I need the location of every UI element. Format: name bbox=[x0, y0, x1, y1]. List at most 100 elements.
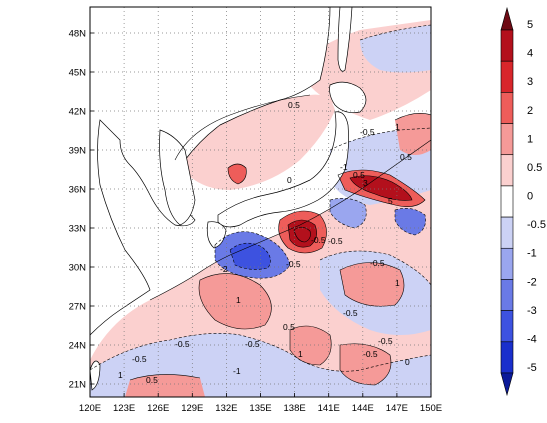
gridlines bbox=[90, 7, 431, 397]
contour-label: -0.5 bbox=[328, 236, 343, 246]
contour-label: 0.5 bbox=[400, 152, 412, 162]
asia-mainland bbox=[90, 7, 331, 336]
positive-field-south bbox=[199, 273, 272, 329]
lat-tick-label: 21N bbox=[69, 380, 87, 391]
colorbar-segment bbox=[500, 310, 514, 343]
colorbar-bottom-arrow bbox=[500, 372, 514, 397]
contour-label: -0.5 bbox=[363, 349, 378, 359]
contour-label: 0 bbox=[405, 357, 410, 367]
contour-label: -0.5 bbox=[370, 258, 385, 268]
positive-field-ne bbox=[395, 113, 431, 155]
contour-label: 1 bbox=[395, 278, 400, 288]
japan-hokkaido bbox=[329, 81, 367, 114]
korea-peninsula bbox=[159, 129, 196, 226]
contour-label: -0.5 bbox=[245, 339, 260, 349]
colorbar-segment bbox=[500, 341, 514, 374]
contour-label: 1 bbox=[236, 295, 241, 305]
lon-tick-label: 138E bbox=[284, 403, 306, 414]
contour-lines bbox=[90, 24, 431, 386]
negative-eddy-extension bbox=[330, 198, 367, 228]
colorbar-segment bbox=[500, 92, 514, 124]
colorbar: 5 4 3 2 1 0.5 0 -0.5 -1 -2 -3 -4 -5 bbox=[500, 6, 546, 397]
positive-eddy-japan-sea bbox=[228, 164, 247, 184]
contour-label: 1 bbox=[298, 349, 303, 359]
lat-tick-label: 30N bbox=[69, 263, 87, 274]
positive-field-south-2 bbox=[290, 326, 332, 365]
contour-label: 0.5 bbox=[146, 375, 158, 385]
contour-label: -0.5 bbox=[343, 308, 358, 318]
contour-label: -1 bbox=[340, 162, 348, 172]
positive-field-south-4 bbox=[125, 374, 205, 397]
plot-area bbox=[90, 7, 431, 397]
colorbar-label: -2 bbox=[527, 276, 537, 288]
lat-tick-label: 42N bbox=[69, 107, 87, 118]
contour-labels: 1 0.5 1 -0.5 -1 0.5 1 -0.5 -2 -0.5 -0.5 … bbox=[118, 100, 412, 385]
colorbar-segment bbox=[500, 29, 514, 62]
contour-label: 3 bbox=[363, 178, 368, 188]
lat-tick-label: 36N bbox=[69, 185, 87, 196]
lat-tick-label: 27N bbox=[69, 302, 87, 313]
colorbar-segment bbox=[500, 123, 514, 156]
contour-label: 5 bbox=[388, 196, 393, 206]
lat-tick-label: 33N bbox=[69, 224, 87, 235]
colorbar-segment bbox=[500, 154, 514, 187]
longitude-axis: 120E 123E 126E 129E 132E 135E 138E 141E 144E 147E… bbox=[79, 393, 442, 414]
contour-label: 0.5 bbox=[353, 170, 365, 180]
colorbar-label: 0.5 bbox=[527, 162, 542, 174]
positive-eddy-extension-core bbox=[350, 175, 412, 201]
lon-tick-label: 126E bbox=[147, 403, 169, 414]
japan-kyushu bbox=[206, 221, 227, 249]
colorbar-label: 1 bbox=[527, 133, 533, 145]
colorbar-segment bbox=[500, 185, 514, 218]
latitude-axis: 21N 24N 27N 30N 33N 36N 39N 42N 45N 48N bbox=[69, 29, 94, 391]
japan-honshu bbox=[217, 111, 349, 228]
colorbar-label: 2 bbox=[527, 105, 533, 117]
contour-label: -0.5 bbox=[175, 339, 190, 349]
colorbar-label: -5 bbox=[527, 362, 537, 374]
negative-eddy-core bbox=[230, 243, 271, 270]
lon-tick-label: 120E bbox=[79, 403, 101, 414]
negative-anomaly-north bbox=[360, 25, 431, 73]
colorbar-segment bbox=[500, 279, 514, 311]
lon-tick-label: 123E bbox=[113, 403, 135, 414]
lon-tick-label: 129E bbox=[181, 403, 203, 414]
contour-label: -0.5 bbox=[132, 354, 147, 364]
lon-tick-label: 132E bbox=[215, 403, 237, 414]
contour-label: 0.5 bbox=[288, 100, 300, 110]
contour-label: -0.5 bbox=[311, 235, 326, 245]
positive-field-east bbox=[340, 262, 404, 307]
lat-tick-label: 39N bbox=[69, 146, 87, 157]
lon-tick-label: 135E bbox=[249, 403, 271, 414]
lon-tick-label: 150E bbox=[420, 403, 442, 414]
colorbar-label: 3 bbox=[527, 76, 533, 88]
colorbar-label: -3 bbox=[527, 305, 537, 317]
lon-tick-label: 144E bbox=[352, 403, 374, 414]
lon-tick-label: 147E bbox=[386, 403, 408, 414]
colorbar-label: -0.5 bbox=[527, 219, 546, 231]
contour-label: -2 bbox=[220, 264, 228, 274]
colorbar-segment bbox=[500, 216, 514, 249]
contour-label: 1 bbox=[118, 370, 123, 380]
lat-tick-label: 24N bbox=[69, 341, 87, 352]
lat-tick-label: 48N bbox=[69, 29, 87, 40]
japan-sea-anomaly bbox=[175, 94, 335, 190]
contour-label: 1 bbox=[395, 122, 400, 132]
colorbar-label: 0 bbox=[527, 191, 533, 203]
contour-label: -0.5 bbox=[378, 336, 393, 346]
colorbar-label: -4 bbox=[527, 333, 537, 345]
colorbar-segment bbox=[500, 60, 514, 93]
colorbar-label: 5 bbox=[527, 19, 533, 31]
contour-label: -1 bbox=[233, 366, 241, 376]
positive-field-south-3 bbox=[340, 343, 391, 385]
contour-label: 0 bbox=[287, 175, 292, 185]
lat-tick-label: 45N bbox=[69, 68, 87, 79]
colorbar-segment bbox=[500, 247, 514, 280]
colorbar-label: 4 bbox=[527, 48, 533, 60]
contour-label: 0.5 bbox=[283, 322, 295, 332]
contour-label: -0.5 bbox=[286, 259, 301, 269]
lon-tick-label: 141E bbox=[318, 403, 340, 414]
contour-label: -0.5 bbox=[360, 127, 375, 137]
colorbar-label: -1 bbox=[527, 248, 537, 260]
colorbar-top-arrow bbox=[500, 6, 514, 31]
